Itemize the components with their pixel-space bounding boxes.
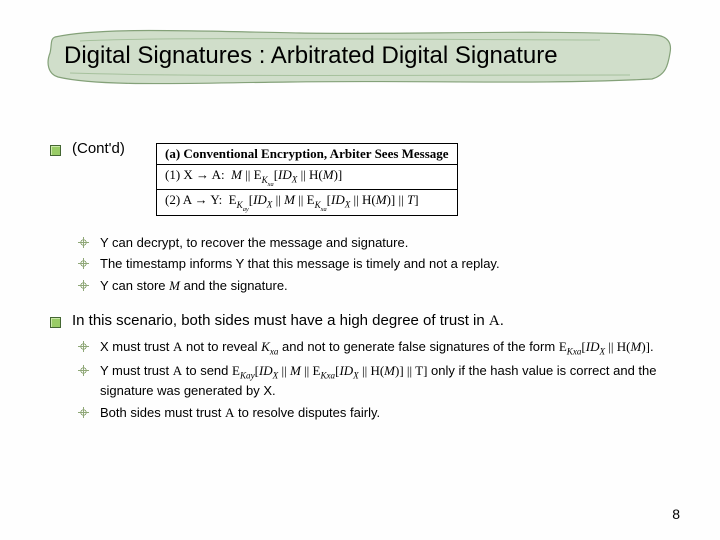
title-area: Digital Signatures : Arbitrated Digital … [50,30,670,100]
list-item: Y can decrypt, to recover the message an… [78,234,670,252]
contd-text: (Cont'd) [72,140,125,157]
bullet-scenario: In this scenario, both sides must have a… [50,312,670,330]
page-number: 8 [672,506,680,522]
bullet-contd: (Cont'd) [50,140,670,157]
list-item: X must trust A not to reveal Kxa and not… [78,338,670,358]
list-item: Both sides must trust A to resolve dispu… [78,404,670,422]
slide-title: Digital Signatures : Arbitrated Digital … [50,30,670,70]
list-item: Y can store M and the signature. [78,277,670,295]
slide-body: (Cont'd) (a) Conventional Encryption, Ar… [50,140,670,425]
box-row-1: (1) X → A: M || EKxa[IDX || H(M)] [157,165,458,190]
list-item: The timestamp informs Y that this messag… [78,255,670,273]
list-item: Y must trust A to send EKay[IDX || M || … [78,362,670,399]
box-row-2: (2) A → Y: EKay[IDX || M || EKxa[IDX || … [157,190,458,215]
